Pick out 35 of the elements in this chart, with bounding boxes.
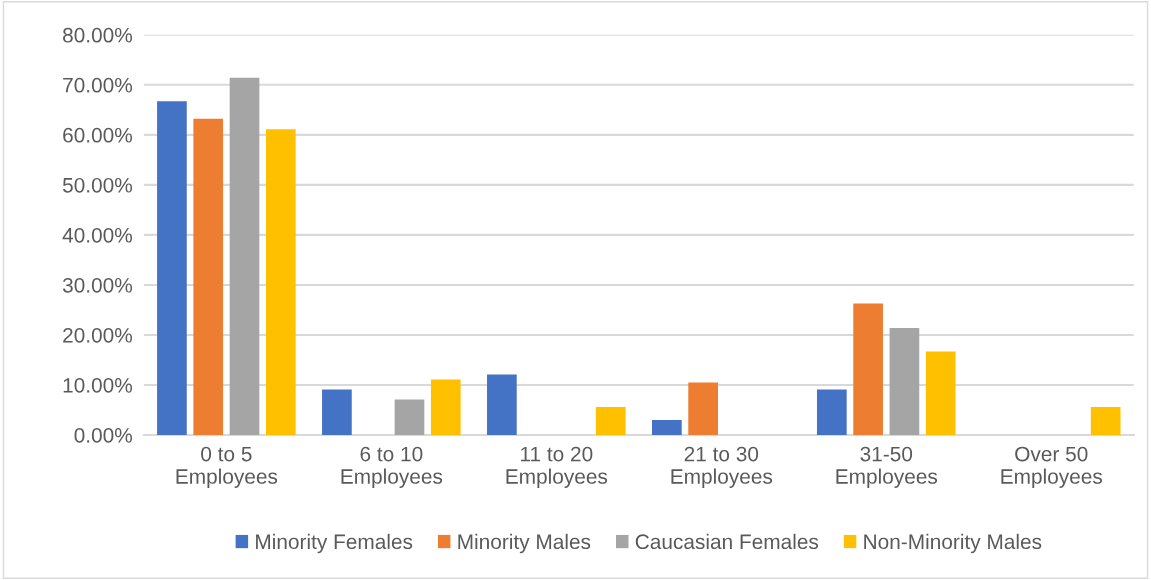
bar: [595, 406, 626, 435]
y-tick-label: 80.00%: [63, 27, 133, 43]
bar: [1090, 406, 1121, 435]
bar: [193, 118, 224, 435]
bar: [487, 374, 517, 435]
bar: [265, 129, 296, 435]
x-tick-label: 6 to 10 Employees: [341, 446, 443, 488]
legend-label: Minority Males: [458, 533, 591, 554]
legend-label: Minority Females: [256, 533, 413, 554]
bar: [688, 382, 718, 435]
y-tick-label: 0.00%: [74, 428, 133, 443]
y-tick-label: 30.00%: [62, 277, 133, 293]
bar: [157, 101, 187, 435]
x-tick-label: 21 to 30 Employees: [671, 446, 773, 488]
bar: [394, 399, 425, 435]
bar: [229, 77, 260, 435]
y-tick-label: 70.00%: [63, 77, 133, 93]
x-tick-label: 0 to 5 Employees: [176, 446, 278, 488]
legend-label: Caucasian Females: [635, 533, 819, 550]
y-tick-label: 10.00%: [63, 377, 133, 393]
y-tick-label: 20.00%: [63, 327, 133, 343]
legend-label: Non-Minority Males: [864, 533, 1042, 554]
y-tick-label: 50.00%: [62, 177, 133, 193]
bar: [889, 327, 920, 435]
x-tick-label: 31-50 Employees: [836, 446, 938, 488]
bar: [853, 303, 883, 435]
bar: [430, 379, 461, 435]
x-tick-label: Over 50 Employees: [1001, 446, 1103, 488]
x-tick-label: 11 to 20 Employees: [506, 446, 608, 488]
y-tick-label: 40.00%: [62, 227, 133, 243]
bar: [816, 389, 847, 435]
bar: [652, 419, 682, 435]
y-tick-label: 60.00%: [63, 127, 133, 143]
bar: [925, 351, 956, 435]
bar: [322, 389, 352, 435]
